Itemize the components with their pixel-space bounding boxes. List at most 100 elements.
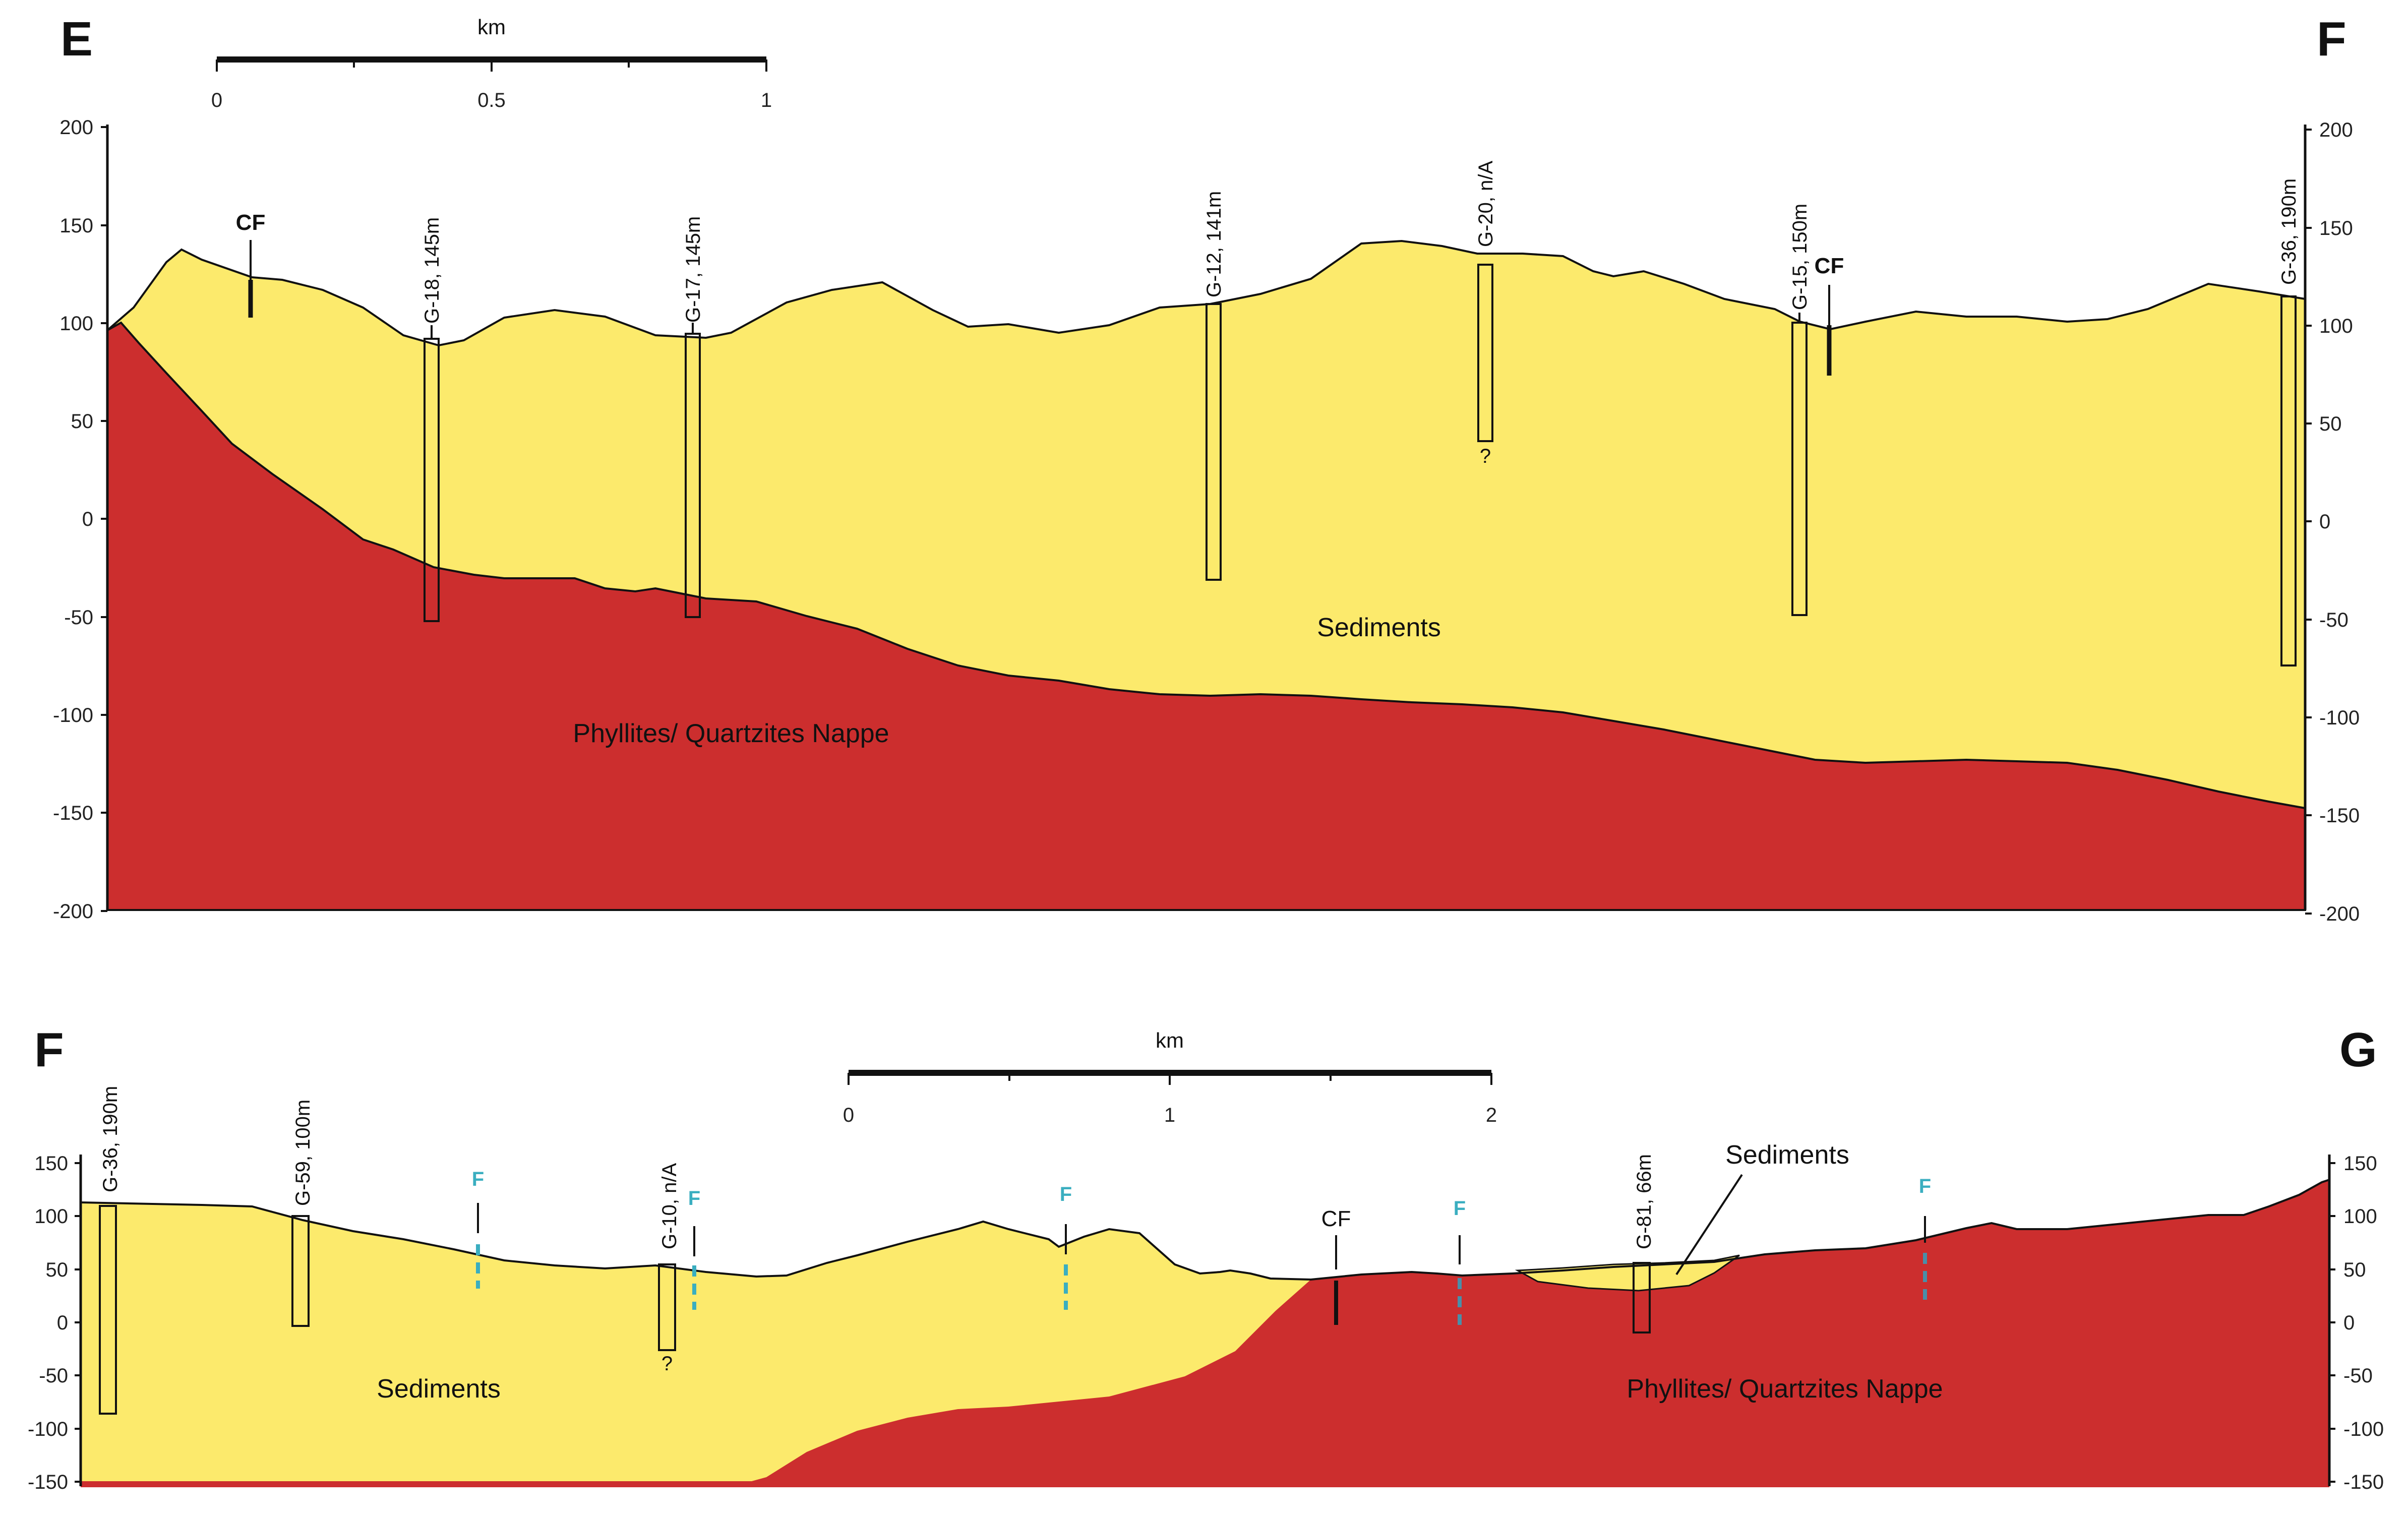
scale-tick-label: 0.5	[477, 89, 506, 111]
cf-marker: CF	[1815, 254, 1844, 376]
well-casing	[1206, 303, 1222, 581]
fault-marker: F	[1919, 1175, 1931, 1300]
y-tick-label: 50	[46, 1259, 69, 1281]
svg-text:F: F	[1919, 1175, 1931, 1197]
fault-marker: F	[688, 1187, 700, 1310]
y-tick-label: -150	[28, 1471, 68, 1493]
svg-text:CF: CF	[236, 210, 266, 235]
scale-bar-fg: km 0 1 2	[843, 1028, 1497, 1126]
cf-marker: CF	[236, 210, 266, 318]
wells-fg	[99, 1205, 1651, 1415]
well-label: G-20, n/A	[1475, 160, 1497, 247]
y-tick-label: -150	[2319, 805, 2360, 827]
callout-leader	[1675, 1174, 1743, 1276]
well-casing	[99, 1205, 117, 1415]
y-tick-label: 0	[2343, 1312, 2355, 1334]
y-axis-left-ticks-fg	[75, 1162, 81, 1483]
well-label: G-15, 150m	[1789, 204, 1811, 310]
y-tick-label: -50	[39, 1365, 68, 1387]
svg-text:F: F	[1060, 1183, 1072, 1205]
y-tick-label: -200	[53, 900, 93, 923]
well-label: G-36, 190m	[99, 1086, 122, 1192]
y-tick-label: 100	[59, 313, 93, 335]
well-label: G-81, 66m	[1633, 1154, 1655, 1249]
fault-marker: F	[472, 1168, 484, 1289]
y-axis-right-ticks-fg	[2329, 1162, 2335, 1483]
unit-label-sediments: Sediments	[1317, 613, 1441, 642]
y-tick-label: 200	[2319, 119, 2353, 141]
scale-tick-label: 1	[761, 89, 772, 111]
scale-tick-label: 2	[1486, 1104, 1497, 1126]
y-tick-label: -100	[53, 704, 93, 726]
well-label: G-10, n/A	[658, 1163, 681, 1249]
well-casing	[2280, 295, 2297, 666]
cf-marker: CF	[1321, 1206, 1351, 1325]
well-label: G-12, 141m	[1203, 191, 1225, 297]
well-casing	[658, 1263, 676, 1351]
section-fg: 150 100 50 0 -50 -100 -150 150 100 50 0 …	[28, 1023, 2384, 1493]
fault-marker: F	[1454, 1197, 1466, 1325]
well-unknown-depth: ?	[1480, 445, 1491, 467]
svg-text:CF: CF	[1815, 254, 1844, 278]
svg-text:F: F	[1454, 1197, 1466, 1220]
unit-label-phyllites: Phyllites/ Quartzites Nappe	[1627, 1374, 1943, 1404]
y-axis-left-ticks-ef	[101, 126, 107, 912]
unit-label-sediments: Sediments	[377, 1374, 501, 1404]
y-tick-label: 100	[34, 1205, 68, 1228]
y-tick-label: -200	[2319, 903, 2360, 925]
section-ef: 200 150 100 50 0 -50 -100 -150 -200 200 …	[53, 12, 2360, 925]
base-strip-fg	[81, 1481, 2329, 1487]
fault-marker: F	[1060, 1183, 1072, 1310]
y-tick-label: -50	[2319, 609, 2349, 631]
y-tick-label: 0	[2319, 511, 2330, 533]
scale-tick-label: 0	[843, 1104, 854, 1126]
corner-label-f: F	[34, 1023, 64, 1077]
well-casing	[1477, 264, 1493, 442]
well-label: G-59, 100m	[292, 1100, 314, 1206]
ground-surface-ef	[106, 239, 2306, 347]
well-casing	[1633, 1262, 1651, 1333]
corner-label-g: G	[2339, 1023, 2377, 1077]
svg-text:F: F	[472, 1168, 484, 1190]
y-tick-label: 100	[2343, 1205, 2377, 1228]
ground-surface-fg	[80, 1179, 2330, 1281]
well-label: G-18, 145m	[421, 217, 443, 324]
scale-unit: km	[1156, 1028, 1184, 1052]
y-tick-label: -50	[2343, 1365, 2373, 1387]
y-tick-label: -100	[2319, 707, 2360, 729]
y-tick-label: 150	[34, 1152, 68, 1175]
y-tick-label: 150	[2343, 1152, 2377, 1175]
y-tick-label: -150	[53, 802, 93, 824]
well-label: G-17, 145m	[682, 216, 704, 323]
corner-label-e: E	[61, 12, 93, 66]
well-label: G-36, 190m	[2278, 178, 2300, 285]
sediments-unit-fg	[81, 1202, 1311, 1486]
y-axis-right-ticks-ef	[2305, 129, 2312, 915]
y-tick-label: 150	[59, 215, 93, 237]
well-casing	[291, 1215, 310, 1327]
y-tick-label: -150	[2343, 1471, 2384, 1493]
well-unknown-depth: ?	[661, 1353, 673, 1375]
y-tick-label: 50	[2319, 413, 2342, 435]
phyllites-unit-ef	[106, 321, 2306, 911]
y-tick-label: 150	[2319, 217, 2353, 239]
y-tick-label: 0	[57, 1312, 68, 1334]
svg-text:CF: CF	[1321, 1206, 1351, 1231]
y-tick-label: -50	[64, 606, 93, 629]
svg-text:F: F	[688, 1187, 700, 1209]
y-tick-label: 50	[71, 410, 94, 433]
corner-label-f: F	[2317, 12, 2346, 66]
scale-bar-ef: km 0 0.5 1	[211, 15, 772, 111]
scale-unit: km	[477, 15, 506, 39]
y-tick-label: 100	[2319, 315, 2353, 337]
unit-label-phyllites: Phyllites/ Quartzites Nappe	[573, 719, 889, 748]
y-tick-label: -100	[28, 1418, 68, 1440]
callout-label-sediments: Sediments	[1725, 1140, 1849, 1170]
y-tick-label: 0	[82, 508, 93, 530]
y-tick-label: 200	[59, 116, 93, 139]
y-tick-label: 50	[2343, 1259, 2366, 1281]
scale-tick-label: 0	[211, 89, 222, 111]
scale-tick-label: 1	[1164, 1104, 1175, 1126]
y-tick-label: -100	[2343, 1418, 2384, 1440]
